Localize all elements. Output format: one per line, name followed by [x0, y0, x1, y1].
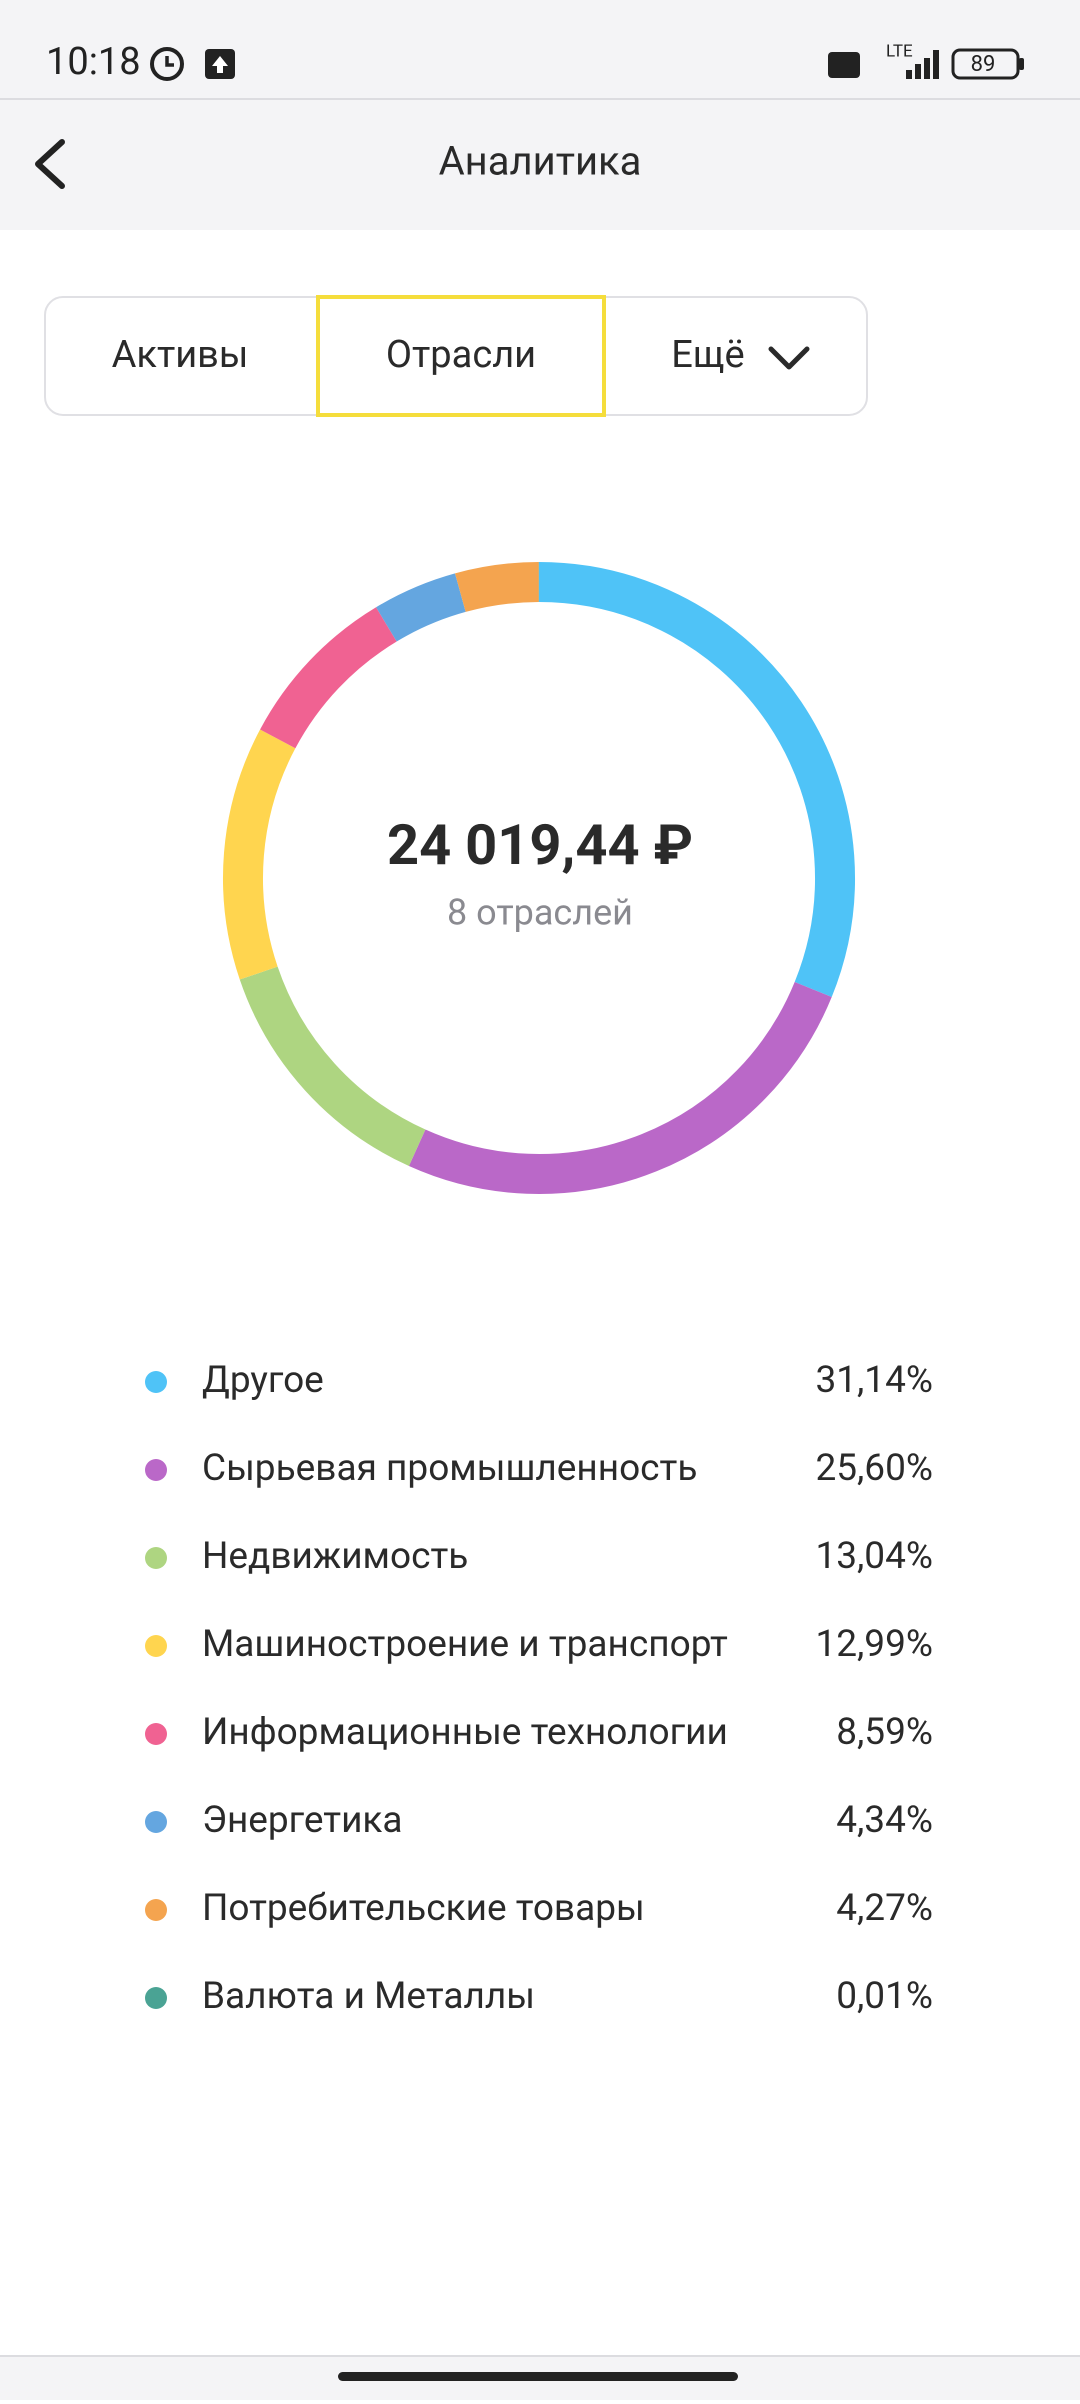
legend-label: Недвижимость — [202, 1535, 468, 1578]
donut-slice — [386, 593, 460, 625]
legend-label: Потребительские товары — [202, 1887, 645, 1930]
header-title: Аналитика — [439, 138, 642, 185]
total-value: 24 019,44 ₽ — [387, 812, 693, 878]
donut-chart — [243, 582, 835, 1174]
legend: Другое 31,14% Сырьевая промышленность 25,60… — [145, 1359, 933, 2018]
legend-value: 8,59% — [836, 1711, 933, 1754]
legend-value: 31,14% — [815, 1359, 933, 1402]
legend-label: Энергетика — [202, 1799, 403, 1842]
legend-dot — [145, 1899, 167, 1921]
legend-value: 0,01% — [836, 1975, 933, 2018]
upload-icon — [205, 49, 235, 79]
tab[interactable]: Ещё — [671, 333, 744, 377]
battery-level: 89 — [971, 52, 996, 77]
donut-slice — [243, 739, 278, 973]
home-indicator[interactable] — [338, 2372, 738, 2381]
legend-label: Машиностроение и транспорт — [202, 1623, 728, 1666]
donut-slice — [460, 582, 538, 593]
legend-label: Другое — [202, 1359, 324, 1402]
legend-dot — [145, 1635, 167, 1657]
total-subtitle: 8 отраслей — [447, 892, 633, 934]
tab[interactable]: Отрасли — [386, 333, 536, 377]
network-label: LTE — [886, 41, 913, 61]
legend-value: 4,34% — [836, 1799, 933, 1842]
legend-label: Информационные технологии — [202, 1711, 728, 1754]
donut-slice — [417, 989, 813, 1174]
top-background — [0, 0, 1080, 230]
legend-label: Валюта и Металлы — [202, 1975, 535, 2018]
donut-slice — [259, 973, 417, 1148]
legend-value: 4,27% — [836, 1887, 933, 1930]
legend-value: 25,60% — [815, 1447, 933, 1490]
legend-value: 12,99% — [815, 1623, 933, 1666]
legend-dot — [145, 1811, 167, 1833]
legend-dot — [145, 1547, 167, 1569]
legend-dot — [145, 1723, 167, 1745]
status-time: 10:18 — [46, 40, 141, 84]
legend-dot — [145, 1371, 167, 1393]
legend-dot — [145, 1987, 167, 2009]
legend-label: Сырьевая промышленность — [202, 1447, 697, 1490]
donut-slice — [278, 624, 387, 739]
legend-dot — [145, 1459, 167, 1481]
tab[interactable]: Активы — [112, 333, 249, 377]
legend-value: 13,04% — [815, 1535, 933, 1578]
